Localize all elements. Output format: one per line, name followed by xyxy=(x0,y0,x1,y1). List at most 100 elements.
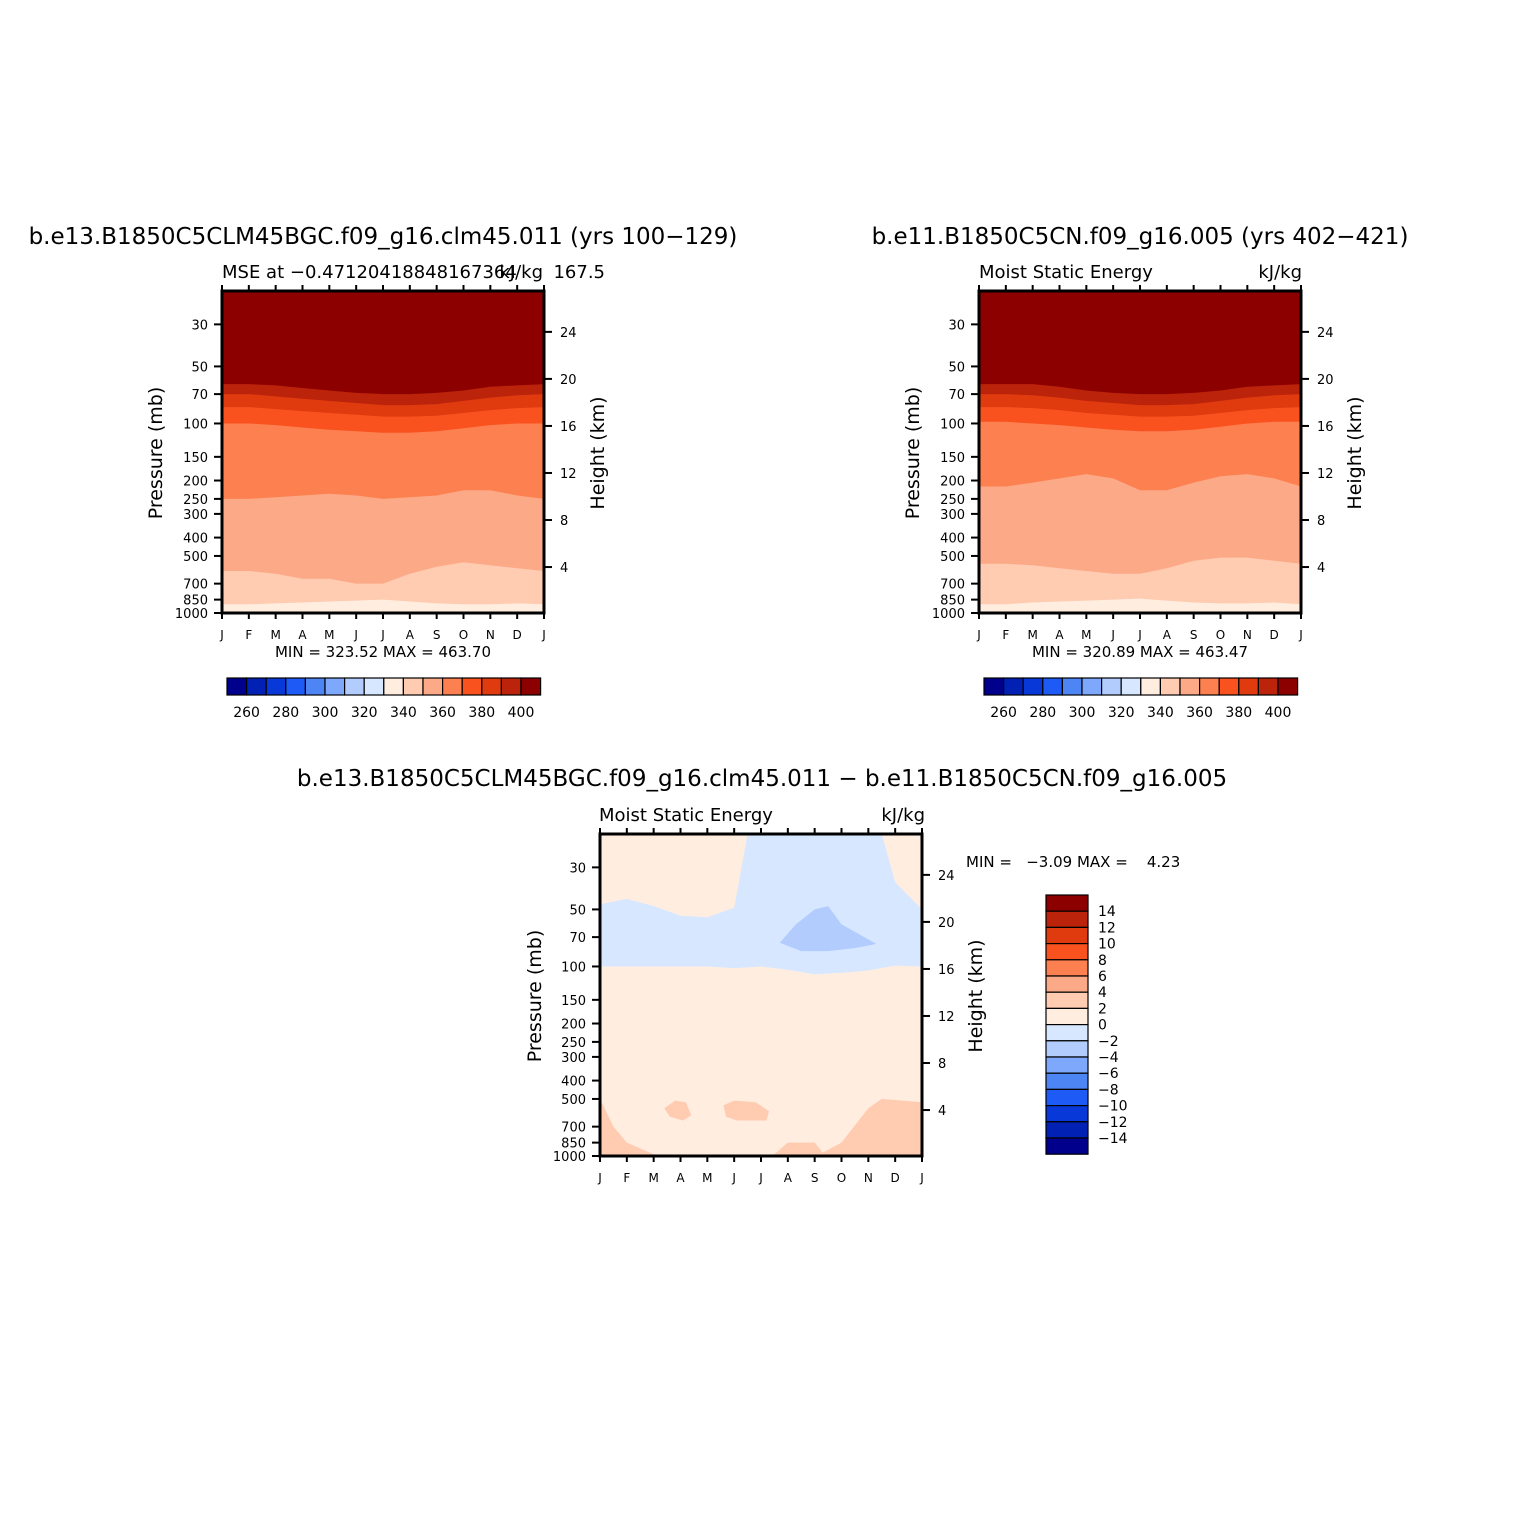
height-tick-label: 8 xyxy=(938,1057,946,1072)
colorbar-label: 260 xyxy=(233,705,260,721)
x-tick-label: S xyxy=(1190,628,1198,642)
y-tick-label: 30 xyxy=(191,318,208,333)
colorbar-box xyxy=(1046,944,1088,960)
colorbar-box xyxy=(1046,895,1088,911)
colorbar-label: 8 xyxy=(1098,953,1107,969)
x-tick-label: J xyxy=(731,1171,736,1185)
colorbar-label: 2 xyxy=(1098,1001,1107,1017)
colorbar-label: 260 xyxy=(990,705,1017,721)
y-tick-label: 700 xyxy=(183,578,208,593)
colorbar-box xyxy=(305,678,325,695)
colorbar-box xyxy=(1062,678,1082,695)
height-tick-label: 20 xyxy=(1317,373,1334,388)
colorbar-box xyxy=(1046,1138,1088,1154)
x-tick-label: S xyxy=(433,628,441,642)
colorbar-label: −12 xyxy=(1098,1115,1128,1131)
y-tick-label: 150 xyxy=(940,451,965,466)
y-tick-label: 250 xyxy=(183,493,208,508)
x-tick-label: D xyxy=(1270,628,1279,642)
x-tick-label: J xyxy=(380,628,385,642)
colorbar-label: −8 xyxy=(1098,1082,1119,1098)
x-tick-label: M xyxy=(324,628,334,642)
x-tick-label: J xyxy=(758,1171,763,1185)
contour-fills xyxy=(979,291,1301,613)
height-tick-label: 4 xyxy=(560,561,568,576)
panel-case1-min-max: MIN = 323.52 MAX = 463.70 xyxy=(275,643,491,661)
colorbar-label: 0 xyxy=(1098,1018,1107,1034)
y-tick-label: 250 xyxy=(940,493,965,508)
contour-fills xyxy=(600,834,922,1156)
panel-diff-y-title-right: Height (km) xyxy=(965,939,987,1052)
height-tick-label: 24 xyxy=(1317,326,1334,341)
colorbar-label: 12 xyxy=(1098,920,1116,936)
x-tick-label: J xyxy=(1110,628,1115,642)
contour-band xyxy=(979,291,1301,373)
colorbar-box xyxy=(1046,992,1088,1008)
colorbar-label: 320 xyxy=(1108,705,1135,721)
colorbar-label: 400 xyxy=(1265,705,1292,721)
panel-case2-right-subtitle: kJ/kg xyxy=(1258,262,1302,283)
x-tick-label: N xyxy=(1243,628,1252,642)
x-tick-label: J xyxy=(597,1171,602,1185)
x-tick-label: A xyxy=(676,1171,685,1185)
colorbar-label: 340 xyxy=(390,705,417,721)
x-tick-label: O xyxy=(1216,628,1225,642)
height-tick-label: 24 xyxy=(938,869,955,884)
x-tick-label: J xyxy=(976,628,981,642)
height-tick-label: 12 xyxy=(1317,467,1334,482)
colorbar-box xyxy=(1046,1008,1088,1024)
y-tick-label: 400 xyxy=(561,1075,586,1090)
colorbar-label: 360 xyxy=(429,705,456,721)
y-tick-label: 250 xyxy=(561,1036,586,1051)
colorbar-box xyxy=(1102,678,1122,695)
height-tick-label: 4 xyxy=(938,1104,946,1119)
colorbar-box xyxy=(1258,678,1278,695)
x-tick-label: J xyxy=(353,628,358,642)
colorbar-label: 280 xyxy=(1029,705,1056,721)
colorbar-label: −6 xyxy=(1098,1066,1119,1082)
height-tick-label: 8 xyxy=(1317,514,1325,529)
y-tick-label: 700 xyxy=(940,578,965,593)
y-tick-label: 50 xyxy=(948,360,965,375)
panel-case1-overlap-text: 167.5 xyxy=(553,262,605,283)
colorbar-box xyxy=(1121,678,1141,695)
colorbar-box xyxy=(403,678,423,695)
colorbar-box xyxy=(1046,1057,1088,1073)
colorbar-box xyxy=(1043,678,1063,695)
panel-diff-min-max: MIN = −3.09 MAX = 4.23 xyxy=(966,853,1180,871)
panel-diff-right-subtitle: kJ/kg xyxy=(881,805,925,826)
colorbar-box xyxy=(1004,678,1024,695)
colorbar-box xyxy=(1046,976,1088,992)
colorbar-box xyxy=(1180,678,1200,695)
x-tick-label: A xyxy=(298,628,307,642)
x-tick-label: J xyxy=(1137,628,1142,642)
y-tick-label: 300 xyxy=(183,508,208,523)
panel-case1-y-title-right: Height (km) xyxy=(587,396,609,509)
panel-case1-left-subtitle: MSE at −0.47120418848167364 xyxy=(222,262,517,283)
colorbar-label: 320 xyxy=(351,705,378,721)
y-tick-label: 1000 xyxy=(553,1150,586,1165)
panel-case1: b.e13.B1850C5CLM45BGC.f09_g16.clm45.011 … xyxy=(29,224,738,721)
colorbar-box xyxy=(266,678,286,695)
x-tick-label: O xyxy=(837,1171,846,1185)
x-tick-label: F xyxy=(245,628,252,642)
colorbar-label: 380 xyxy=(1225,705,1252,721)
x-tick-label: D xyxy=(513,628,522,642)
x-tick-label: J xyxy=(919,1171,924,1185)
x-tick-label: M xyxy=(270,628,280,642)
y-tick-label: 50 xyxy=(569,903,586,918)
x-tick-label: M xyxy=(1027,628,1037,642)
colorbar-box xyxy=(1278,678,1298,695)
colorbar-box xyxy=(1046,911,1088,927)
y-tick-label: 100 xyxy=(940,417,965,432)
panel-case1-right-subtitle: kJ/kg xyxy=(499,262,543,283)
y-tick-label: 150 xyxy=(561,994,586,1009)
x-tick-label: F xyxy=(1002,628,1009,642)
y-tick-label: 300 xyxy=(940,508,965,523)
